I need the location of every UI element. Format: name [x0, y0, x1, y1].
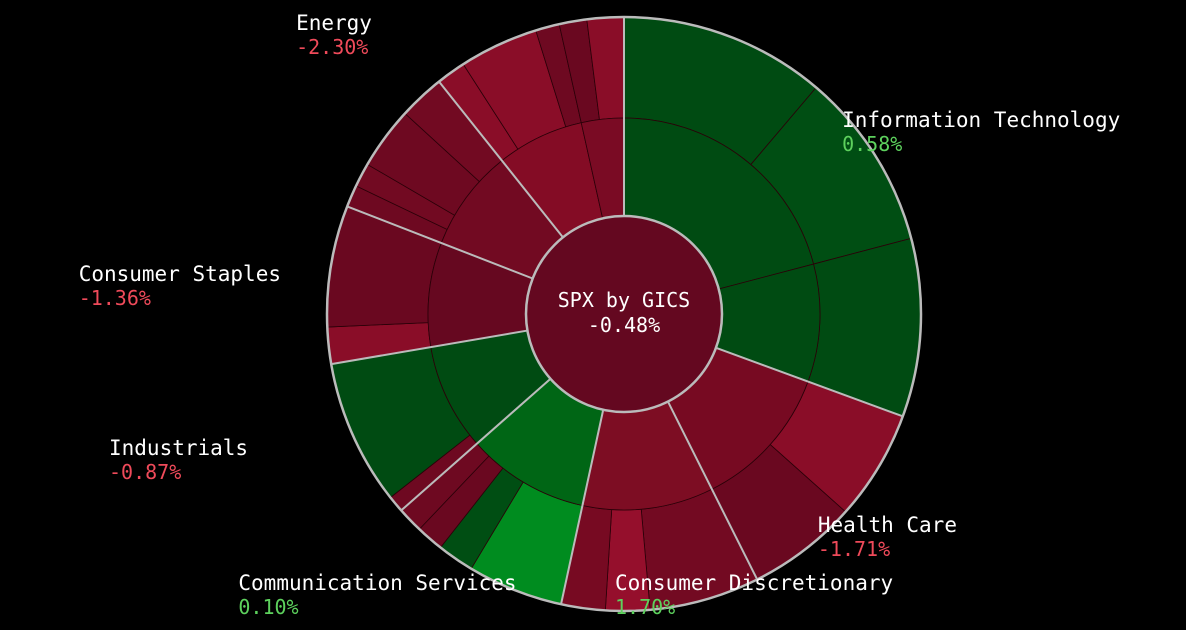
- label-name-consumer-discretionary: Consumer Discretionary: [615, 571, 893, 595]
- label-name-energy: Energy: [296, 11, 372, 35]
- outer-ring: [326, 16, 922, 612]
- label-value-communication-services: 0.10%: [238, 595, 298, 619]
- sector-divider-consumer-discretionary: [667, 401, 759, 580]
- sector-divider-health-care: [715, 346, 904, 418]
- label-name-information-technology: Information Technology: [842, 108, 1120, 132]
- center-title: SPX by GICS: [558, 288, 690, 312]
- label-value-health-care: -1.71%: [818, 537, 890, 561]
- outer-border: [325, 15, 923, 613]
- sector-divider-consumer-staples: [331, 329, 528, 366]
- sector-divider-communication-services: [560, 409, 605, 605]
- sector-dividers: [331, 17, 904, 605]
- center-disc: [524, 214, 724, 414]
- label-name-health-care: Health Care: [818, 513, 957, 537]
- label-value-industrials: -0.87%: [109, 460, 181, 484]
- center-total-change: -0.48%: [588, 313, 660, 337]
- label-name-industrials: Industrials: [109, 436, 248, 460]
- label-value-consumer-staples: -1.36%: [79, 286, 151, 310]
- label-value-consumer-discretionary: 1.70%: [615, 595, 675, 619]
- sector-divider-energy: [438, 81, 564, 238]
- label-value-energy: -2.30%: [296, 35, 368, 59]
- sector-divider-industrials: [400, 378, 552, 512]
- label-value-information-technology: 0.58%: [842, 132, 902, 156]
- sector-divider-consumer-staples-detail: [346, 205, 534, 280]
- label-name-consumer-staples: Consumer Staples: [79, 262, 281, 286]
- label-name-communication-services: Communication Services: [238, 571, 516, 595]
